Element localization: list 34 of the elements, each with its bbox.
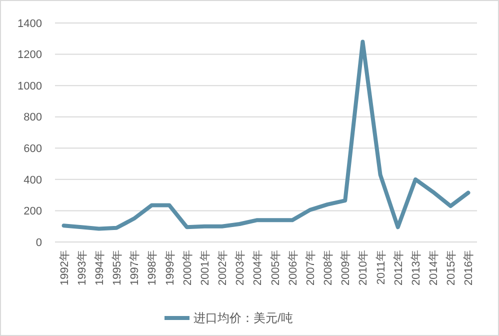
- x-tick-label: 1998年: [146, 250, 159, 286]
- y-tick-label: 1400: [18, 18, 42, 30]
- y-tick-label: 800: [24, 112, 42, 124]
- x-tick-label: 2011年: [375, 250, 388, 285]
- x-tick-label: 2008年: [322, 250, 335, 286]
- x-tick-label: 2013年: [410, 250, 422, 286]
- x-tick-label: 2001年: [199, 250, 212, 286]
- x-tick-label: 2012年: [392, 250, 405, 286]
- y-tick-label: 400: [24, 174, 42, 186]
- x-tick-label: 2006年: [287, 250, 300, 286]
- legend-label: 进口均价：美元/吨: [194, 311, 293, 326]
- x-tick-label: 2014年: [428, 250, 440, 286]
- y-tick-label: 600: [24, 142, 42, 155]
- x-tick-label: 1994年: [94, 250, 106, 286]
- y-tick-label: 200: [24, 206, 42, 218]
- x-tick-label: 2004年: [252, 250, 264, 286]
- x-tick-label: 2002年: [217, 250, 230, 286]
- x-tick-label: 2015年: [446, 250, 458, 286]
- x-tick-label: 2010年: [358, 250, 370, 286]
- x-tick-label: 2003年: [234, 250, 247, 286]
- x-tick-label: 1995年: [112, 250, 124, 286]
- y-tick-label: 0: [36, 236, 42, 249]
- x-tick-label: 1999年: [164, 250, 176, 286]
- x-tick-label: 1997年: [129, 250, 142, 286]
- x-tick-label: 2000年: [182, 250, 194, 286]
- x-tick-label: 2016年: [463, 250, 476, 286]
- x-tick-label: 2009年: [340, 250, 352, 286]
- x-tick-label: 1993年: [76, 250, 88, 286]
- x-tick-label: 2007年: [304, 250, 317, 286]
- line-series: [62, 40, 470, 231]
- x-tick-label: 2005年: [270, 250, 282, 286]
- y-tick-label: 1000: [18, 80, 42, 92]
- y-tick-label: 1200: [18, 49, 42, 62]
- x-tick-label: 1992年: [58, 250, 71, 286]
